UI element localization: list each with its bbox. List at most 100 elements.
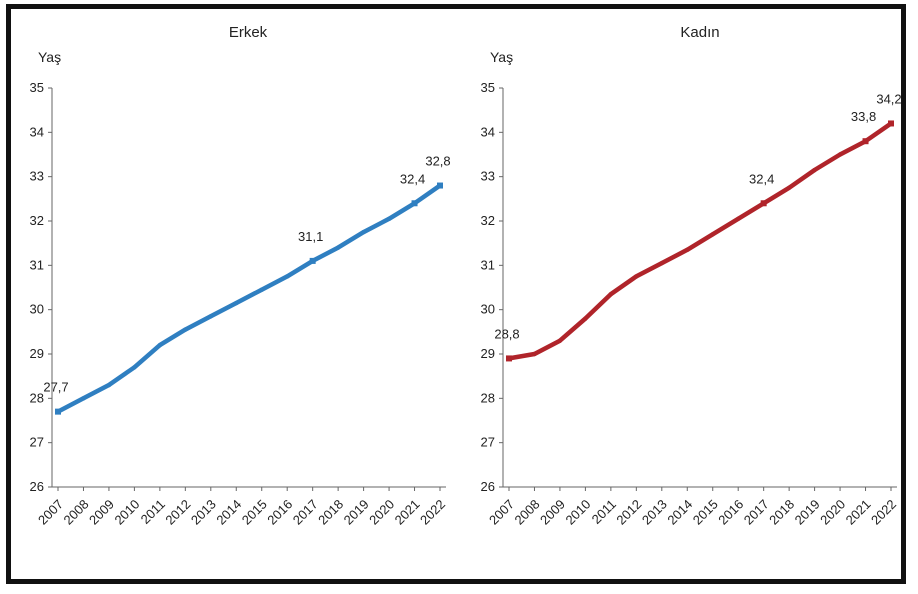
x-tick-label: 2012 xyxy=(613,497,644,528)
y-tick-label: 33 xyxy=(481,169,495,184)
data-point xyxy=(786,185,792,190)
y-tick-label: 28 xyxy=(481,390,495,405)
data-point xyxy=(608,291,614,297)
data-point xyxy=(335,245,341,250)
series-line xyxy=(506,121,894,361)
data-label: 33,8 xyxy=(851,109,876,124)
data-point xyxy=(157,342,163,348)
labeled-point-marker xyxy=(862,138,869,145)
x-tick-label: 2012 xyxy=(162,497,193,528)
data-label: 27,7 xyxy=(43,380,68,395)
x-tick-label: 2017 xyxy=(741,497,772,528)
x-tick-label: 2019 xyxy=(341,497,372,528)
x-tick-label: 2011 xyxy=(138,497,168,527)
data-point xyxy=(532,351,537,357)
x-tick-label: 2011 xyxy=(589,497,619,527)
data-point xyxy=(285,274,290,279)
y-tick-label: 30 xyxy=(30,302,44,317)
x-tick-label: 2008 xyxy=(61,497,92,528)
chart-panel-2: Kadın Yaş 26 27 28 29 30 31 32 33 34 35 200720082009… xyxy=(481,24,902,528)
data-point xyxy=(710,232,715,237)
x-tick-label: 2015 xyxy=(690,497,721,528)
chart-title: Kadın xyxy=(680,24,719,41)
data-point xyxy=(812,167,817,173)
x-tick-label: 2010 xyxy=(562,497,593,528)
x-tick-label: 2016 xyxy=(715,497,746,528)
x-tick-label: 2015 xyxy=(239,497,270,528)
x-tick-label: 2007 xyxy=(486,497,517,528)
x-tick-label: 2018 xyxy=(315,497,346,528)
y-tick-label: 30 xyxy=(481,302,495,317)
x-tick-label: 2014 xyxy=(664,497,695,528)
y-tick-label: 28 xyxy=(30,390,44,405)
data-point xyxy=(557,338,563,343)
data-point xyxy=(259,287,264,292)
y-tick-label: 35 xyxy=(30,80,44,95)
data-point xyxy=(685,247,690,253)
x-tick-label: 2010 xyxy=(111,497,142,528)
labeled-point-marker xyxy=(309,257,316,264)
y-tick-label: 34 xyxy=(481,124,495,139)
x-tick-label: 2009 xyxy=(86,497,117,528)
y-tick-label: 32 xyxy=(481,213,495,228)
y-tick-label: 31 xyxy=(481,257,495,272)
x-tick-label: 2017 xyxy=(290,497,321,528)
x-tick-label: 2007 xyxy=(35,497,66,528)
y-tick-label: 29 xyxy=(481,346,495,361)
x-tick-label: 2013 xyxy=(639,497,670,528)
x-tick-label: 2020 xyxy=(817,497,848,528)
data-point xyxy=(183,327,188,332)
data-point xyxy=(386,216,392,221)
labeled-point-marker xyxy=(760,200,767,207)
data-point xyxy=(659,260,664,266)
x-tick-label: 2020 xyxy=(366,497,397,528)
x-tick-label: 2014 xyxy=(213,497,244,528)
labeled-point-marker xyxy=(437,182,443,189)
y-tick-label: 31 xyxy=(30,257,44,272)
data-label: 31,1 xyxy=(298,229,323,244)
y-axis-label: Yaş xyxy=(38,49,61,65)
data-point xyxy=(106,382,112,388)
data-point xyxy=(208,314,213,319)
x-tick-label: 2021 xyxy=(843,497,874,528)
chart-title: Erkek xyxy=(229,24,268,41)
y-axis-label: Yaş xyxy=(490,49,513,65)
chart-panel-1: Erkek Yaş 26 27 28 29 30 31 32 33 34 35 200720082009… xyxy=(30,24,451,528)
x-tick-label: 2022 xyxy=(868,497,899,528)
labeled-point-marker xyxy=(411,200,418,207)
y-tick-label: 29 xyxy=(30,346,44,361)
x-tick-label: 2019 xyxy=(792,497,823,528)
data-label: 28,8 xyxy=(494,326,519,341)
y-tick-label: 34 xyxy=(30,124,44,139)
x-tick-label: 2008 xyxy=(512,497,543,528)
x-tick-label: 2013 xyxy=(188,497,219,528)
series-line xyxy=(55,183,443,414)
y-tick-label: 27 xyxy=(30,435,44,450)
y-tick-label: 32 xyxy=(30,213,44,228)
x-tick-label: 2009 xyxy=(537,497,568,528)
data-point xyxy=(736,216,741,221)
data-point xyxy=(634,274,639,279)
labeled-point-marker xyxy=(506,355,512,362)
y-tick-label: 26 xyxy=(481,479,495,494)
data-point xyxy=(234,300,239,306)
x-tick-label: 2016 xyxy=(264,497,295,528)
data-point xyxy=(583,316,588,321)
labeled-point-marker xyxy=(55,408,61,415)
data-point xyxy=(361,229,366,235)
data-point xyxy=(132,365,137,370)
data-label: 32,4 xyxy=(400,171,425,186)
data-point xyxy=(837,152,843,157)
y-tick-label: 35 xyxy=(481,80,495,95)
y-tick-label: 27 xyxy=(481,435,495,450)
y-tick-label: 33 xyxy=(30,169,44,184)
x-tick-label: 2021 xyxy=(392,497,423,528)
x-tick-label: 2022 xyxy=(417,497,448,528)
data-label: 34,2 xyxy=(876,91,901,106)
data-point xyxy=(81,396,86,401)
y-tick-label: 26 xyxy=(30,479,44,494)
data-label: 32,4 xyxy=(749,171,774,186)
x-tick-label: 2018 xyxy=(766,497,797,528)
labeled-point-marker xyxy=(888,120,894,127)
